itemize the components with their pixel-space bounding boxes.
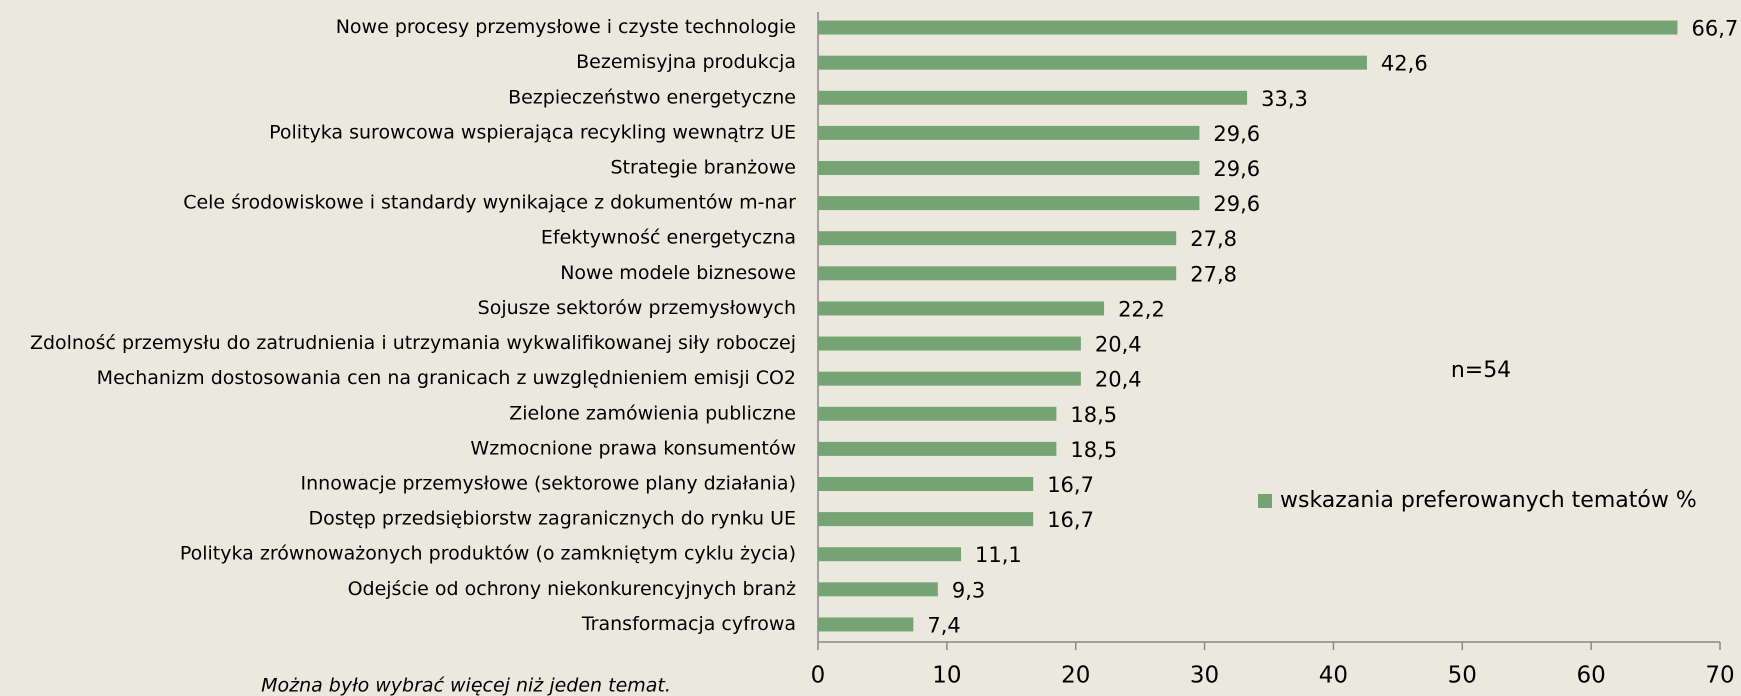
y-tick-label: Bezemisyjna produkcja [576, 51, 796, 73]
value-label: 7,4 [927, 613, 960, 637]
value-label: 42,6 [1381, 52, 1428, 76]
y-tick-label: Sojusze sektorów przemysłowych [478, 297, 796, 319]
y-tick-label: Dostęp przedsiębiorstw zagranicznych do … [309, 508, 796, 530]
bar [818, 125, 1200, 140]
bar [818, 196, 1200, 211]
value-label: 29,6 [1213, 192, 1260, 216]
y-tick-label: Strategie branżowe [610, 157, 796, 179]
y-tick-label: Polityka surowcowa wspierająca recykling… [269, 121, 796, 143]
x-tick-label: 20 [1061, 663, 1090, 689]
bar [818, 582, 938, 597]
bar [818, 371, 1081, 386]
bar [818, 617, 914, 632]
y-tick-label: Efektywność energetyczna [541, 227, 796, 249]
value-label: 27,8 [1190, 227, 1237, 251]
x-tick-label: 70 [1705, 663, 1734, 689]
bar [818, 231, 1177, 246]
y-tick-label: Wzmocnione prawa konsumentów [470, 437, 796, 459]
y-tick-label: Bezpieczeństwo energetyczne [508, 86, 796, 108]
value-label: 29,6 [1213, 157, 1260, 181]
bar [818, 90, 1248, 105]
value-label: 22,2 [1118, 297, 1165, 321]
bar [818, 406, 1057, 421]
y-tick-label: Zdolność przemysłu do zatrudnienia i utr… [30, 332, 796, 354]
y-tick-label: Transformacja cyfrowa [581, 613, 796, 635]
bar [818, 55, 1367, 70]
value-label: 20,4 [1095, 368, 1142, 392]
y-tick-label: Innowacje przemysłowe (sektorowe plany d… [301, 473, 796, 495]
value-label: 16,7 [1047, 473, 1094, 497]
value-label: 20,4 [1095, 333, 1142, 357]
annotation: n=54 [1451, 358, 1511, 383]
y-tick-label: Odejście od ochrony niekonkurencyjnych b… [348, 578, 796, 600]
y-tick-label: Zielone zamówienia publiczne [509, 402, 796, 424]
value-label: 18,5 [1070, 403, 1117, 427]
value-label: 29,6 [1213, 122, 1260, 146]
x-tick-label: 10 [932, 663, 961, 689]
bar [818, 336, 1081, 351]
y-tick-label: Nowe modele biznesowe [560, 262, 796, 284]
value-label: 11,1 [975, 543, 1022, 567]
bar [818, 266, 1177, 281]
y-tick-label: Nowe procesy przemysłowe i czyste techno… [336, 16, 796, 38]
bar [818, 301, 1105, 316]
value-label: 33,3 [1261, 87, 1308, 111]
bar [818, 477, 1034, 491]
value-label: 9,3 [952, 578, 985, 602]
x-tick-label: 30 [1190, 663, 1219, 689]
legend-swatch [1258, 494, 1272, 508]
x-tick-label: 60 [1577, 663, 1606, 689]
footnote: Można było wybrać więcej niż jeden temat… [261, 675, 671, 696]
value-label: 27,8 [1190, 262, 1237, 286]
bar [818, 547, 962, 562]
bar [818, 441, 1057, 456]
bar [818, 161, 1200, 175]
x-tick-label: 0 [811, 663, 826, 689]
y-tick-label: Mechanizm dostosowania cen na granicach … [97, 367, 796, 389]
y-tick-label: Polityka zrównoważonych produktów (o zam… [180, 543, 796, 565]
value-label: 18,5 [1070, 438, 1117, 462]
x-tick-label: 50 [1448, 663, 1477, 689]
legend-label: wskazania preferowanych tematów % [1280, 488, 1697, 513]
y-tick-label: Cele środowiskowe i standardy wynikające… [183, 192, 796, 214]
x-tick-label: 40 [1319, 663, 1348, 689]
bar [818, 512, 1034, 527]
value-label: 66,7 [1691, 17, 1738, 41]
bar [818, 20, 1678, 35]
value-label: 16,7 [1047, 508, 1094, 532]
